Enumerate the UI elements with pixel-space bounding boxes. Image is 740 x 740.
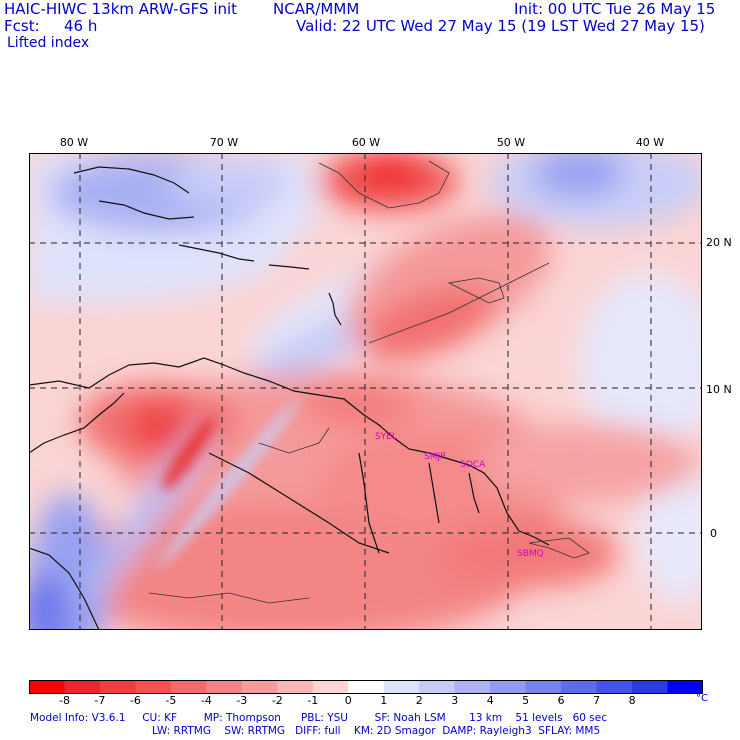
lon-label: 70 W [209,136,239,149]
colorbar-swatch [135,680,172,694]
lon-label: 60 W [351,136,381,149]
colorbar-tick-label: -5 [165,694,177,707]
colorbar-swatch [667,680,703,694]
colorbar-tick-label: 4 [486,694,494,707]
colorbar-tick-label: 0 [344,694,352,707]
colorbar-swatch [29,680,65,694]
model-title: HAIC-HIWC 13km ARW-GFS init [4,0,238,18]
lon-label: 80 W [59,136,89,149]
colorbar-tick-label: 7 [593,694,601,707]
colorbar-swatch [490,680,527,694]
lon-label: 50 W [496,136,526,149]
lifted-index-map [29,153,702,630]
colorbar-tick-label: -3 [236,694,248,707]
lat-label: 0 [710,527,717,540]
colorbar-tick-label: 8 [628,694,636,707]
colorbar-swatch [348,680,385,694]
colorbar-swatch [99,680,136,694]
station-label: SMJP [424,452,446,462]
colorbar-swatch [170,680,207,694]
forecast-label: Fcst: [4,17,40,35]
colorbar-swatch [64,680,101,694]
colorbar-unit: °C [696,693,708,704]
colorbar-swatch [419,680,456,694]
colorbar-tick-label: -8 [59,694,70,707]
colorbar-tick-label: 3 [451,694,459,707]
colorbar-tick-label: 1 [380,694,388,707]
station-label: SOCA [460,460,486,470]
field-name: Lifted index [7,35,90,51]
coastlines [29,166,550,630]
colorbar-tick-label: -4 [200,694,212,707]
colorbar-swatch [383,680,420,694]
colorbar-swatch [454,680,491,694]
field-shading [29,153,702,630]
valid-time: Valid: 22 UTC Wed 27 May 15 (19 LST Wed … [296,17,705,35]
colorbar-tick-label: -1 [307,694,319,707]
lat-label: 20 N [706,236,732,249]
station-label: SBMQ [517,549,544,559]
station-label: SYEL [375,432,397,442]
colorbar-swatch [206,680,243,694]
colorbar-frame [29,680,703,694]
colorbar-swatch [312,680,349,694]
colorbar-tick-label: -6 [129,694,141,707]
colorbar-swatch [525,680,562,694]
colorbar-tick-label: -7 [94,694,106,707]
colorbar-tick-label: 5 [522,694,530,707]
colorbar-swatch [241,680,278,694]
colorbar-swatch [277,680,314,694]
contours [148,160,590,604]
graticule [29,153,702,630]
colorbar-tick-label: -2 [271,694,283,707]
colorbar-tick-label: 6 [557,694,565,707]
lon-label: 40 W [635,136,665,149]
field-detail [158,398,300,568]
colorbar-swatch [596,680,633,694]
map-frame [29,153,702,630]
forecast-hour: 46 h [64,17,98,35]
map-panel: SYEL SMJP SOCA SBMQ [29,153,702,630]
model-info-line1: Model Info: V3.6.1 CU: KF MP: Thompson P… [30,712,607,724]
colorbar [29,680,703,694]
colorbar-swatch [561,680,598,694]
model-info-line2: LW: RRTMG SW: RRTMG DIFF: full KM: 2D Sm… [152,725,601,737]
colorbar-tick-label: 2 [415,694,423,707]
lat-label: 10 N [706,383,732,396]
colorbar-swatch [632,680,669,694]
init-time: Init: 00 UTC Tue 26 May 15 [514,0,716,18]
organization: NCAR/MMM [273,0,360,18]
